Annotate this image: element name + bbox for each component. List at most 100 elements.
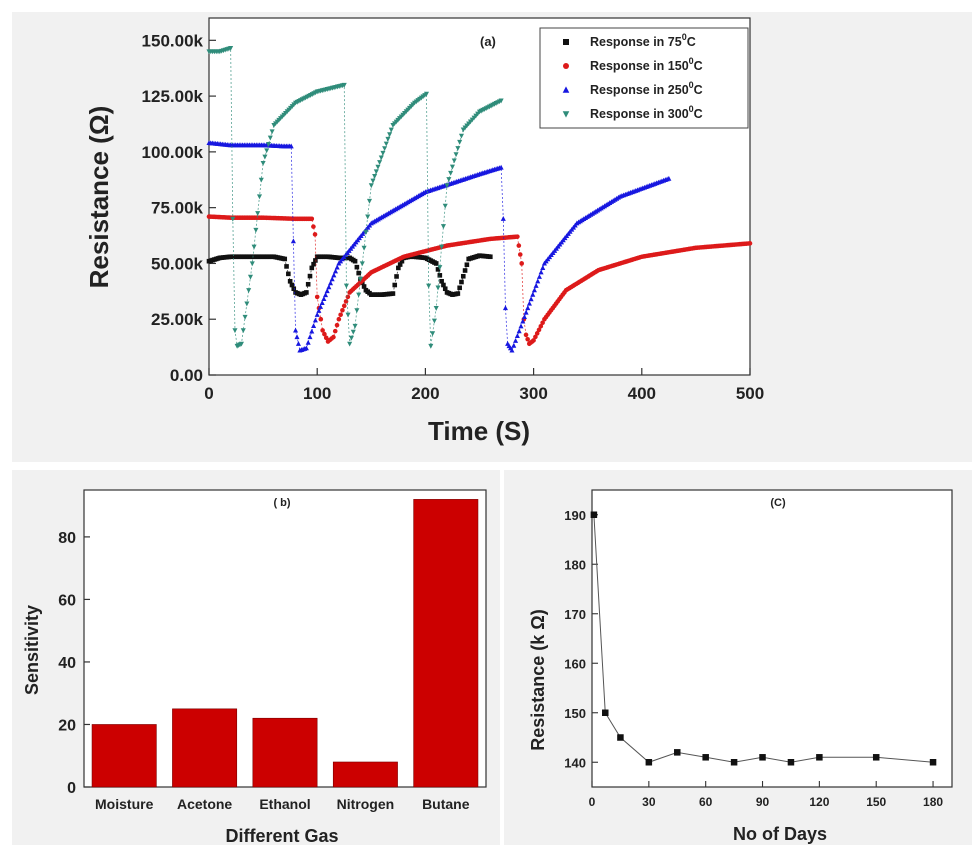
chart-a-data-point [309,216,315,222]
chart-a-data-point [341,82,347,88]
chart-a-data-point [540,265,546,270]
chart-a-data-point [338,312,343,318]
chart-a-data-point [519,261,524,266]
chart-a-y-tick-label: 125.00k [142,87,204,106]
chart-b-x-axis-label: Different Gas [225,826,338,846]
chart-a-data-point [382,146,388,152]
chart-a-data-point [518,323,524,329]
chart-c-plot-area [591,489,953,788]
chart-a-data-point [498,164,504,170]
chart-a-x-tick-label: 0 [204,384,213,403]
chart-a-data-point [439,278,444,284]
chart-a-data-point [319,300,325,305]
chart-c-y-tick-label: 160 [564,656,586,671]
chart-a-data-point [303,345,309,351]
chart-a-data-point [446,177,452,182]
chart-c-y-tick-label: 150 [564,706,586,721]
chart-a-data-point [457,139,463,145]
chart-a-series-2 [206,214,753,347]
chart-a-data-point [238,341,244,347]
chart-c-data-point [674,749,681,756]
chart-a-data-point [322,331,327,337]
chart-a-data-point [246,288,252,293]
chart-a-data-point [520,318,526,324]
chart-a-data-point [323,335,329,341]
chart-a-data-point [354,308,360,314]
chart-a-data-point [290,238,296,244]
chart-a-data-point [242,314,248,320]
chart-b-bar-acetone [172,708,238,788]
chart-a-data-point [345,312,351,318]
chart-a-data-point [304,290,309,295]
chart-a-series-group [206,46,753,353]
chart-a-data-point [533,282,539,288]
chart-a-data-point [439,244,445,250]
chart-c-x-tick-label: 60 [699,795,713,809]
chart-a-data-point [380,150,386,156]
chart-b-x-tick-label: Moisture [95,796,154,812]
chart-b-x-tick-label: Ethanol [259,796,310,812]
chart-a-data-point [437,265,443,270]
chart-c-axes: 0 30 60 90 120 150 180 140 150 160 170 180 190 [564,508,943,809]
chart-a-data-point [390,291,396,296]
chart-a-data-point [361,245,367,251]
chart-a-data-point [515,234,520,239]
chart-a-legend-label-superscript: 0 [689,56,694,66]
chart-a-data-point [316,308,322,313]
chart-a-data-point [373,169,379,175]
chart-a-legend-label-text: Response in 300 [590,107,689,121]
chart-a-data-point [516,243,522,248]
chart-c-y-tick-label: 140 [564,755,586,770]
chart-a-data-point [455,146,461,151]
chart-a-data-point [444,183,450,189]
chart-a-data-point [282,256,288,262]
chart-c-y-tick-label: 190 [564,508,586,523]
chart-a-y-tick-label: 25.00k [151,310,204,329]
chart-a-data-point [523,309,529,315]
chart-a-data-point [295,341,301,346]
chart-a-data-point [313,258,318,263]
chart-a-data-point [433,305,439,311]
chart-a-data-point [232,328,238,334]
chart-a-y-tick-label: 150.00k [142,31,204,50]
chart-a-data-point [433,261,439,266]
chart-a-data-point [372,174,378,179]
chart-a-data-point [244,301,250,307]
chart-c-series-group [590,511,937,766]
chart-b-y-tick-label: 60 [58,592,76,609]
chart-a-data-point [359,261,365,267]
chart-a-data-point [264,148,270,154]
chart-a-data-point [356,270,361,276]
chart-a-legend-marker [562,86,570,93]
chart-a-data-point [311,323,317,328]
chart-a-data-point [396,265,401,271]
chart-a-legend-label-unit: C [687,35,696,49]
chart-a-data-point [523,332,529,338]
chart-a-data-point [366,198,373,204]
chart-a-data-point [514,333,520,339]
chart-a-data-point [307,273,313,279]
chart-a-legend-label-text: Response in 75 [590,35,682,49]
chart-a-data-point [334,322,340,328]
chart-b-y-tick-label: 80 [58,530,76,547]
chart-a-data-point [314,311,320,317]
chart-a-data-point [247,274,254,280]
chart-a-data-point [230,216,236,222]
chart-a-legend-label-unit: C [694,59,703,73]
chart-a-data-point [258,177,264,183]
chart-a-data-point [392,282,398,288]
chart-a-data-point [327,280,334,286]
chart-c-y-tick-label: 170 [564,607,586,622]
chart-c-data-point [617,734,624,741]
chart-a-data-point [530,291,536,297]
chart-a-data-point [357,276,364,282]
chart-a-data-point [458,133,464,139]
chart-b-y-tick-label: 40 [58,655,76,672]
chart-a-legend-label-superscript: 0 [689,80,694,90]
chart-a-legend-label: Response in 750C [590,32,696,49]
chart-a-data-point [331,334,336,340]
chart-c-data-point [730,759,738,766]
chart-c-x-axis-label: No of Days [733,824,827,844]
